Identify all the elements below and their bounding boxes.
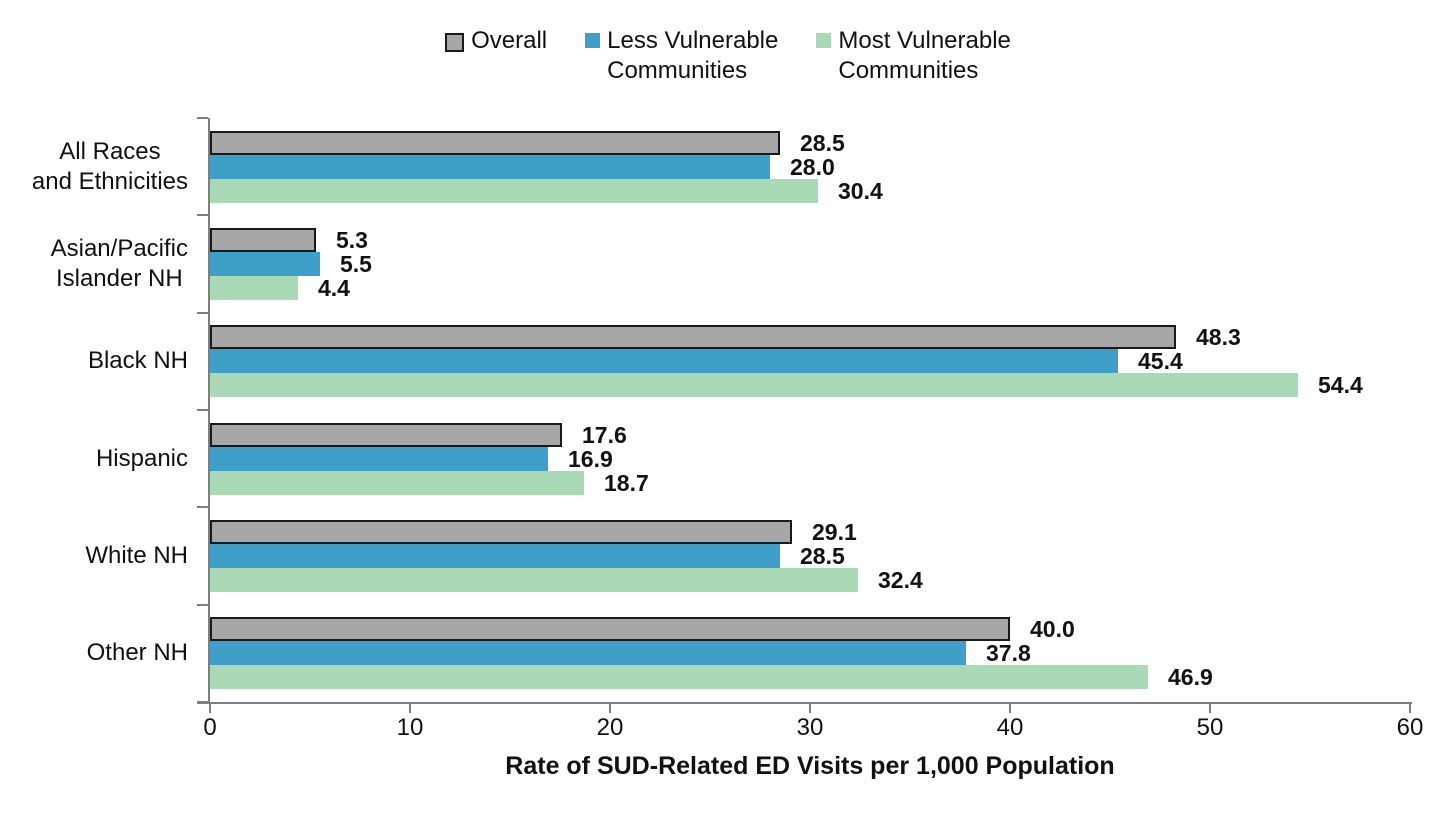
bar-less-vulnerable-communities <box>210 641 966 666</box>
bar-value-label: 46.9 <box>1168 664 1213 691</box>
bar-value-label: 28.0 <box>790 153 835 180</box>
bar-value-label: 28.5 <box>800 543 845 569</box>
bar-value-label: 48.3 <box>1196 324 1241 351</box>
legend-swatch-icon <box>585 33 601 48</box>
x-axis-line <box>197 702 1412 704</box>
legend-label: Most Vulnerable Communities <box>838 27 1011 84</box>
legend-item-most-vulnerable: Most Vulnerable Communities <box>816 26 1011 86</box>
x-axis-tick-label: 60 <box>1396 714 1424 741</box>
category-label: Black NH <box>87 347 188 375</box>
bar-most-vulnerable-communities <box>210 276 298 300</box>
x-axis-tick-label: 40 <box>996 714 1024 741</box>
bar-value-label: 40.0 <box>1030 616 1075 643</box>
x-axis-tick <box>609 704 611 713</box>
y-axis-tick <box>197 506 208 509</box>
bar-value-label: 18.7 <box>604 469 649 496</box>
x-axis-tick <box>1009 704 1011 713</box>
x-axis-tick <box>209 704 211 713</box>
bar-most-vulnerable-communities <box>210 373 1298 398</box>
x-axis-tick <box>809 704 811 713</box>
bar-most-vulnerable-communities <box>210 470 584 495</box>
category-label: All Races and Ethnicities <box>31 137 188 195</box>
bar-less-vulnerable-communities <box>210 349 1118 374</box>
x-axis-tick <box>1209 704 1211 713</box>
bar-value-label: 16.9 <box>568 445 613 472</box>
bar-most-vulnerable-communities <box>210 568 858 592</box>
bar-overall <box>210 617 1010 642</box>
bar-value-label: 5.5 <box>340 251 372 277</box>
category-label: Other NH <box>86 639 188 667</box>
bar-value-label: 29.1 <box>812 519 857 545</box>
bar-overall <box>210 130 780 155</box>
x-axis-tick <box>409 704 411 713</box>
bar-value-label: 54.4 <box>1318 372 1363 399</box>
category-axis-labels: All Races and Ethnicities Asian/Pacific I… <box>0 118 190 702</box>
y-axis-tick <box>197 117 208 119</box>
category-label: White NH <box>85 542 188 569</box>
bar-value-label: 37.8 <box>986 640 1031 667</box>
bar-overall <box>210 325 1176 350</box>
bar-overall <box>210 520 792 544</box>
y-axis-line <box>208 118 210 704</box>
bar-value-label: 45.4 <box>1138 348 1183 375</box>
bar-overall <box>210 422 562 447</box>
bar-value-label: 4.4 <box>318 275 350 301</box>
bar-most-vulnerable-communities <box>210 178 818 203</box>
x-axis-tick-label: 30 <box>796 714 824 741</box>
bar-less-vulnerable-communities <box>210 544 780 568</box>
bar-value-label: 32.4 <box>878 567 923 593</box>
y-axis-tick <box>197 311 208 314</box>
y-axis-tick <box>197 214 208 217</box>
category-label: Hispanic <box>95 444 188 472</box>
legend-item-overall: Overall <box>445 26 547 56</box>
x-axis-tick-label: 10 <box>396 714 424 741</box>
bar-most-vulnerable-communities <box>210 665 1148 690</box>
bar-less-vulnerable-communities <box>210 154 770 179</box>
legend-item-less-vulnerable: Less Vulnerable Communities <box>585 26 778 86</box>
bar-value-label: 28.5 <box>800 129 845 156</box>
x-axis-tick-label: 50 <box>1196 714 1224 741</box>
legend-swatch-icon <box>445 33 465 52</box>
bar-overall <box>210 228 316 252</box>
legend-swatch-icon <box>816 33 832 48</box>
category-label: Asian/Pacific Islander NH <box>50 235 188 292</box>
bar-value-label: 5.3 <box>336 227 368 253</box>
bar-less-vulnerable-communities <box>210 446 548 471</box>
bar-less-vulnerable-communities <box>210 252 320 276</box>
plot-area: 28.5 28.0 30.4 5.3 5.5 4.4 48.3 45.4 54.4 17.6 16.… <box>210 118 1410 702</box>
y-axis-tick <box>197 701 208 703</box>
y-axis-tick <box>197 409 208 411</box>
bar-value-label: 30.4 <box>838 177 883 204</box>
x-axis-tick-label: 0 <box>203 714 217 741</box>
y-axis-tick <box>197 603 208 606</box>
legend-label: Overall <box>471 27 548 54</box>
legend-label: Less Vulnerable Communities <box>607 27 779 84</box>
x-axis-title: Rate of SUD-Related ED Visits per 1,000 … <box>505 752 1115 780</box>
legend: Overall Less Vulnerable Communities Most V… <box>0 26 1456 86</box>
x-axis-tick-label: 20 <box>596 714 624 741</box>
bar-value-label: 17.6 <box>582 421 627 448</box>
x-axis-tick <box>1409 704 1411 713</box>
